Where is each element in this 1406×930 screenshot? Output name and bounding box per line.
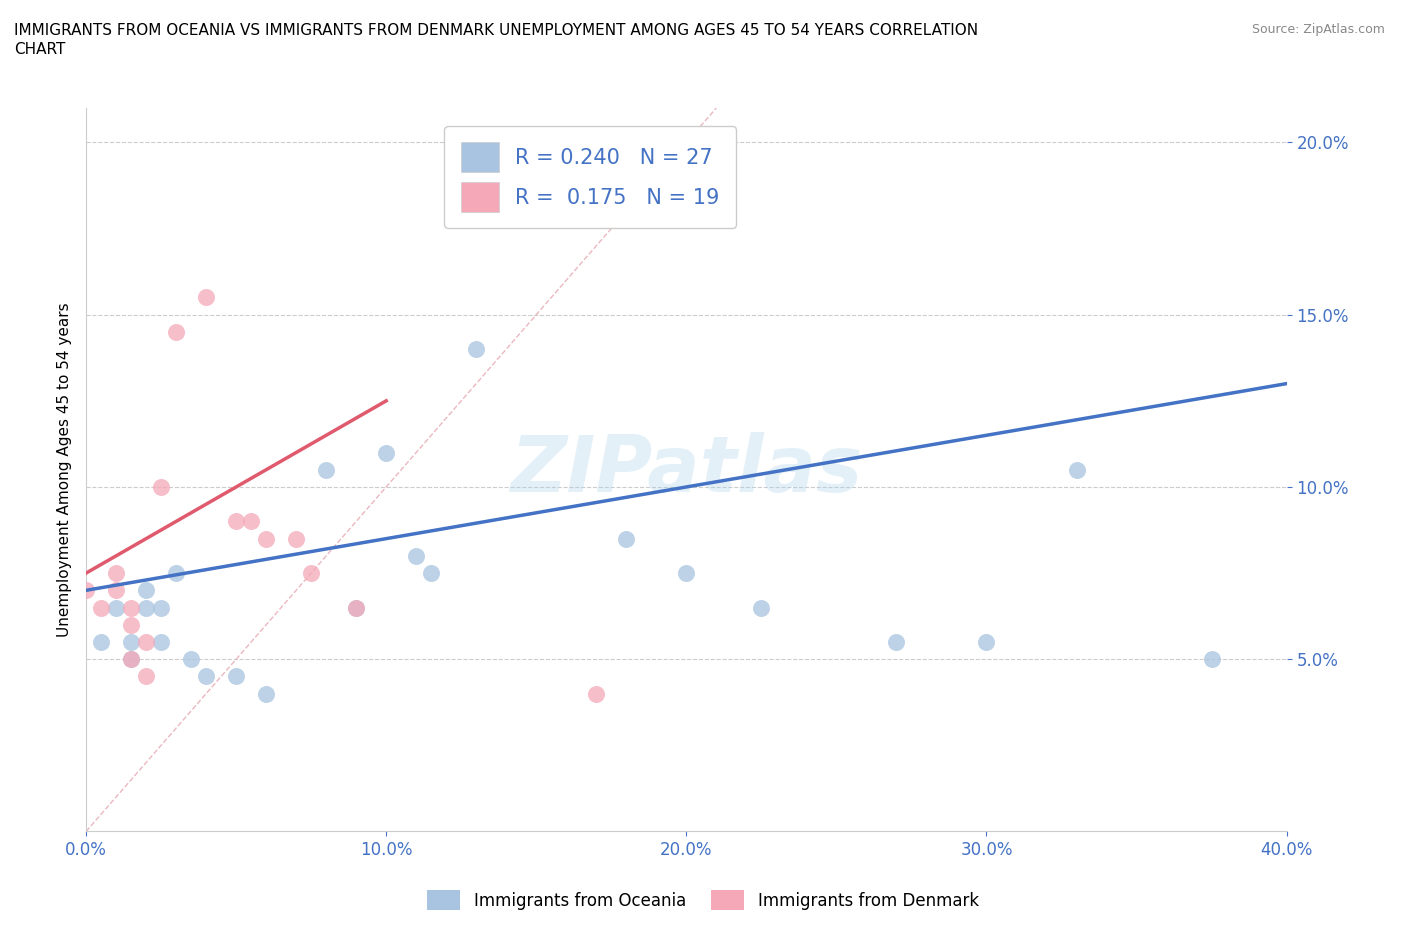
Point <box>120 652 142 667</box>
Point <box>886 634 908 649</box>
Point <box>150 634 173 649</box>
Point <box>254 531 277 546</box>
Point <box>150 480 173 495</box>
Point <box>1066 462 1088 477</box>
Point <box>299 565 322 580</box>
Point <box>180 652 202 667</box>
Point <box>344 600 367 615</box>
Point <box>165 325 187 339</box>
Point <box>135 669 157 684</box>
Text: IMMIGRANTS FROM OCEANIA VS IMMIGRANTS FROM DENMARK UNEMPLOYMENT AMONG AGES 45 TO: IMMIGRANTS FROM OCEANIA VS IMMIGRANTS FR… <box>14 23 979 38</box>
Point <box>285 531 308 546</box>
Point <box>90 634 112 649</box>
Point <box>465 341 488 356</box>
Point <box>135 600 157 615</box>
Point <box>120 634 142 649</box>
Point <box>675 565 697 580</box>
Legend: Immigrants from Oceania, Immigrants from Denmark: Immigrants from Oceania, Immigrants from… <box>420 884 986 917</box>
Point <box>375 445 398 460</box>
Point <box>585 686 607 701</box>
Point <box>614 531 637 546</box>
Point <box>976 634 998 649</box>
Point <box>90 600 112 615</box>
Legend: R = 0.240   N = 27, R =  0.175   N = 19: R = 0.240 N = 27, R = 0.175 N = 19 <box>444 126 737 229</box>
Point <box>1201 652 1223 667</box>
Text: Source: ZipAtlas.com: Source: ZipAtlas.com <box>1251 23 1385 36</box>
Point <box>105 600 128 615</box>
Point <box>225 514 247 529</box>
Point <box>135 634 157 649</box>
Point <box>405 549 427 564</box>
Point <box>135 583 157 598</box>
Point <box>105 583 128 598</box>
Point <box>751 600 773 615</box>
Y-axis label: Unemployment Among Ages 45 to 54 years: Unemployment Among Ages 45 to 54 years <box>58 302 72 637</box>
Point <box>120 652 142 667</box>
Point <box>165 565 187 580</box>
Point <box>105 565 128 580</box>
Point <box>120 600 142 615</box>
Point <box>225 669 247 684</box>
Text: ZIPatlas: ZIPatlas <box>510 432 862 508</box>
Point <box>254 686 277 701</box>
Point <box>120 618 142 632</box>
Point <box>75 583 97 598</box>
Point <box>150 600 173 615</box>
Point <box>540 169 562 184</box>
Point <box>195 290 218 305</box>
Point <box>240 514 263 529</box>
Point <box>195 669 218 684</box>
Point <box>344 600 367 615</box>
Point <box>420 565 443 580</box>
Point <box>315 462 337 477</box>
Text: CHART: CHART <box>14 42 66 57</box>
